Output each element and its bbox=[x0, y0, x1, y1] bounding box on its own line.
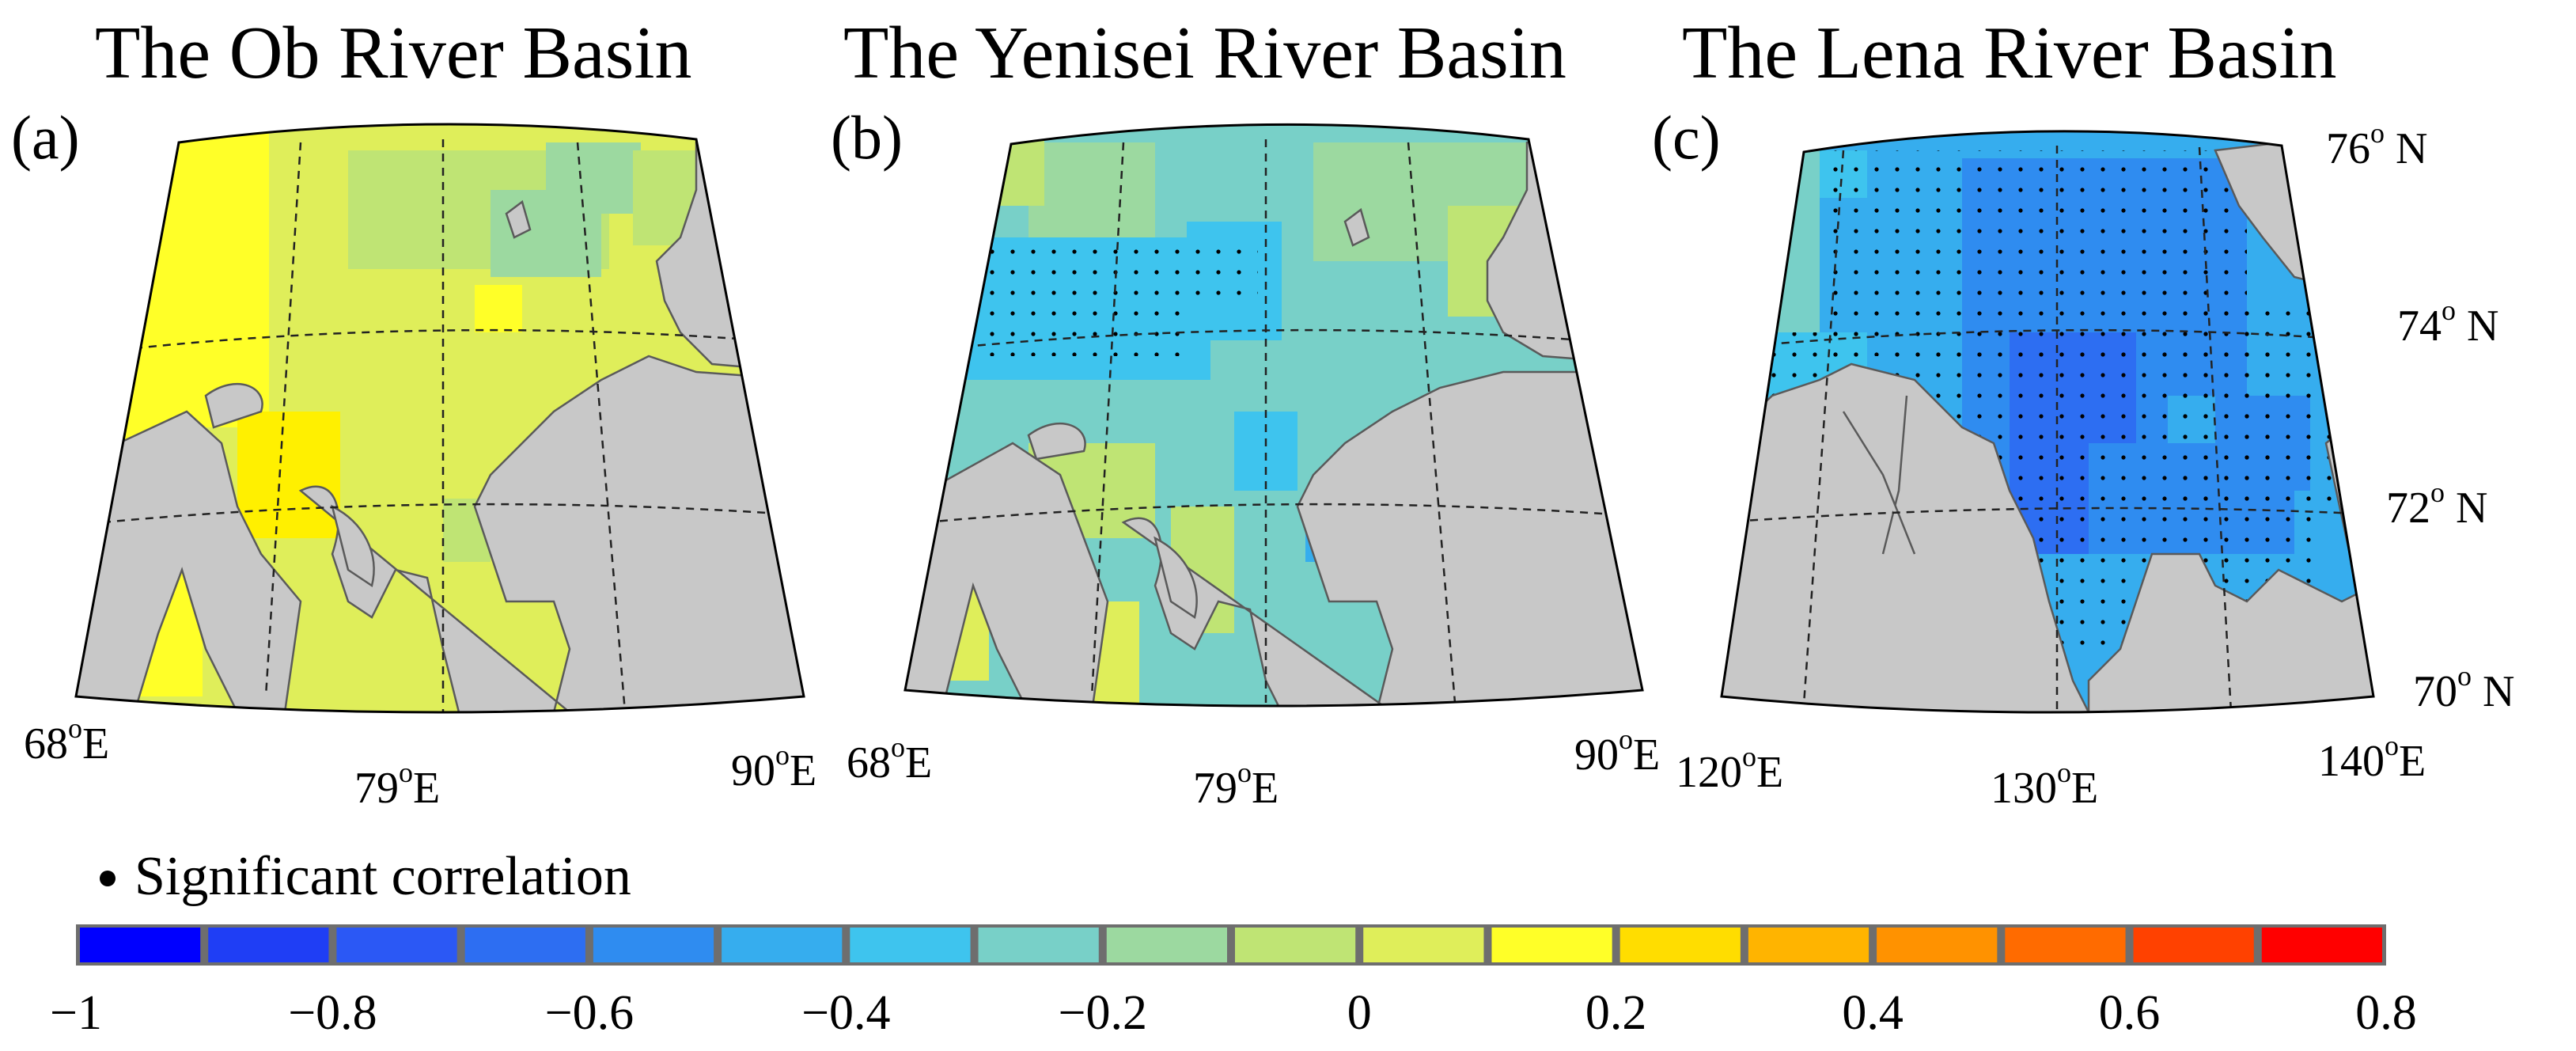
colorbar-tick-label: 0.4 bbox=[1842, 986, 1904, 1040]
significance-legend-label: Significant correlation bbox=[134, 846, 631, 907]
panel-b-map bbox=[903, 123, 1644, 708]
panel-b-land bbox=[1027, 422, 1086, 461]
colorbar-swatch bbox=[1235, 928, 1356, 962]
panel-c-land bbox=[2087, 552, 2373, 712]
panel-c-lon-label-center: 130oE bbox=[1991, 757, 2098, 813]
panel-a-value-block bbox=[546, 142, 641, 214]
panel-a-land bbox=[204, 382, 263, 429]
colorbar-swatch bbox=[208, 928, 329, 962]
colorbar-swatch bbox=[850, 928, 971, 962]
panel-a-land bbox=[298, 355, 804, 712]
panel-a-value-block bbox=[475, 285, 522, 332]
panel-a-graticule-line bbox=[576, 142, 627, 712]
panel-a: The Ob River Basin (a) 68oE 79oE 90oE bbox=[11, 12, 816, 813]
panel-b-lon-label-center: 79oE bbox=[1193, 757, 1279, 813]
colorbar-tick-label: −0.8 bbox=[288, 986, 377, 1040]
panel-b-frame bbox=[903, 123, 1644, 708]
panel-c-graticule-line bbox=[1722, 507, 2373, 524]
panel-b-lon-label-west: 68oE bbox=[847, 731, 932, 787]
panel-c-graticule-line bbox=[2198, 146, 2233, 712]
panel-c: The Lena River Basin (c) 120oE 130oE 140… bbox=[1652, 12, 2514, 813]
panel-b-title: The Yenisei River Basin bbox=[843, 12, 1566, 94]
colorbar-tick-label: 0 bbox=[1347, 986, 1372, 1040]
panel-c-title: The Lena River Basin bbox=[1682, 12, 2336, 94]
colorbar-tick-label: −1 bbox=[50, 986, 102, 1040]
panel-c-lat-label-72: 72o N bbox=[2386, 476, 2487, 533]
panel-b-value-block bbox=[1234, 412, 1297, 491]
panel-b-land bbox=[1343, 207, 1370, 247]
panel-a-lon-label-west: 68oE bbox=[24, 712, 109, 768]
panel-a-title: The Ob River Basin bbox=[95, 12, 691, 94]
colorbar-tick-label: 0.2 bbox=[1585, 986, 1647, 1040]
panel-a-graticule-line bbox=[264, 142, 302, 697]
panel-a-graticule-line bbox=[134, 328, 760, 350]
colorbar-swatch bbox=[1106, 928, 1227, 962]
panel-b-significance-dots bbox=[1195, 237, 1258, 309]
panel-b-graticule-line bbox=[1090, 142, 1125, 697]
panel-a-lon-label-center: 79oE bbox=[354, 757, 440, 813]
panel-c-lat-label-76: 76o N bbox=[2326, 117, 2427, 173]
panel-b-letter: (b) bbox=[831, 103, 903, 172]
panel-b: The Yenisei River Basin (b) 68oE 79oE 90… bbox=[831, 12, 1660, 813]
colorbar-swatch bbox=[978, 928, 1099, 962]
panel-c-land bbox=[1881, 395, 1908, 555]
colorbar: −1 −0.8 −0.6 −0.4 −0.2 0 0.2 0.4 0.6 0.8 bbox=[50, 924, 2417, 1040]
colorbar-swatch bbox=[2133, 928, 2254, 962]
significance-legend: Significant correlation bbox=[100, 846, 631, 907]
panel-a-letter: (a) bbox=[11, 103, 80, 172]
panel-a-graticule-line bbox=[102, 503, 792, 524]
panel-b-value-block bbox=[997, 135, 1044, 206]
panel-a-value-block bbox=[237, 412, 340, 538]
significance-dot-marker bbox=[100, 871, 116, 886]
colorbar-swatch bbox=[464, 928, 585, 962]
colorbar-tick-label: −0.2 bbox=[1059, 986, 1147, 1040]
panel-c-lat-label-74: 74o N bbox=[2397, 294, 2498, 351]
panel-b-land bbox=[1154, 536, 1198, 620]
colorbar-tick-label: 0.8 bbox=[2355, 986, 2417, 1040]
panel-b-land bbox=[1121, 370, 1642, 706]
panel-a-land bbox=[505, 199, 532, 239]
colorbar-swatch bbox=[2005, 928, 2126, 962]
colorbar-swatch bbox=[80, 928, 201, 962]
panel-c-lon-label-east: 140oE bbox=[2318, 730, 2426, 786]
colorbar-tick-label: −0.6 bbox=[545, 986, 634, 1040]
panel-c-land bbox=[1842, 411, 1916, 555]
panel-b-lon-label-east: 90oE bbox=[1574, 723, 1660, 780]
panel-b-value-block bbox=[1029, 142, 1155, 237]
panel-c-letter: (c) bbox=[1652, 103, 1721, 172]
colorbar-swatch bbox=[336, 928, 457, 962]
colorbar-swatch bbox=[2261, 928, 2382, 962]
panel-c-lon-label-west: 120oE bbox=[1676, 741, 1783, 797]
colorbar-frame bbox=[76, 924, 2386, 966]
panel-b-significance-dots bbox=[989, 245, 1195, 356]
panel-c-graticule-line bbox=[1724, 328, 2358, 350]
colorbar-swatch bbox=[1363, 928, 1484, 962]
panel-c-frame bbox=[1720, 130, 2375, 714]
colorbar-swatch bbox=[1491, 928, 1612, 962]
panel-a-land bbox=[331, 504, 375, 588]
panel-b-graticule-line bbox=[1407, 142, 1457, 706]
panel-c-land bbox=[1722, 362, 2091, 712]
panel-a-lon-label-east: 90oE bbox=[731, 739, 816, 795]
panel-a-map bbox=[74, 123, 805, 714]
colorbar-tick-label: −0.4 bbox=[801, 986, 890, 1040]
panel-c-significance-dots bbox=[1820, 150, 2247, 356]
colorbar-swatch bbox=[722, 928, 843, 962]
colorbar-swatch bbox=[1877, 928, 1998, 962]
panel-c-map bbox=[1720, 130, 2375, 714]
panel-c-graticule-line bbox=[1802, 150, 1845, 705]
panel-b-graticule-line bbox=[925, 503, 1615, 524]
colorbar-swatch bbox=[593, 928, 714, 962]
panel-c-lat-label-70: 70o N bbox=[2413, 660, 2514, 716]
colorbar-swatch bbox=[1748, 928, 1869, 962]
colorbar-tick-label: 0.6 bbox=[2099, 986, 2161, 1040]
panel-a-land bbox=[76, 410, 302, 712]
panel-a-frame bbox=[74, 123, 805, 714]
colorbar-swatch bbox=[1619, 928, 1741, 962]
